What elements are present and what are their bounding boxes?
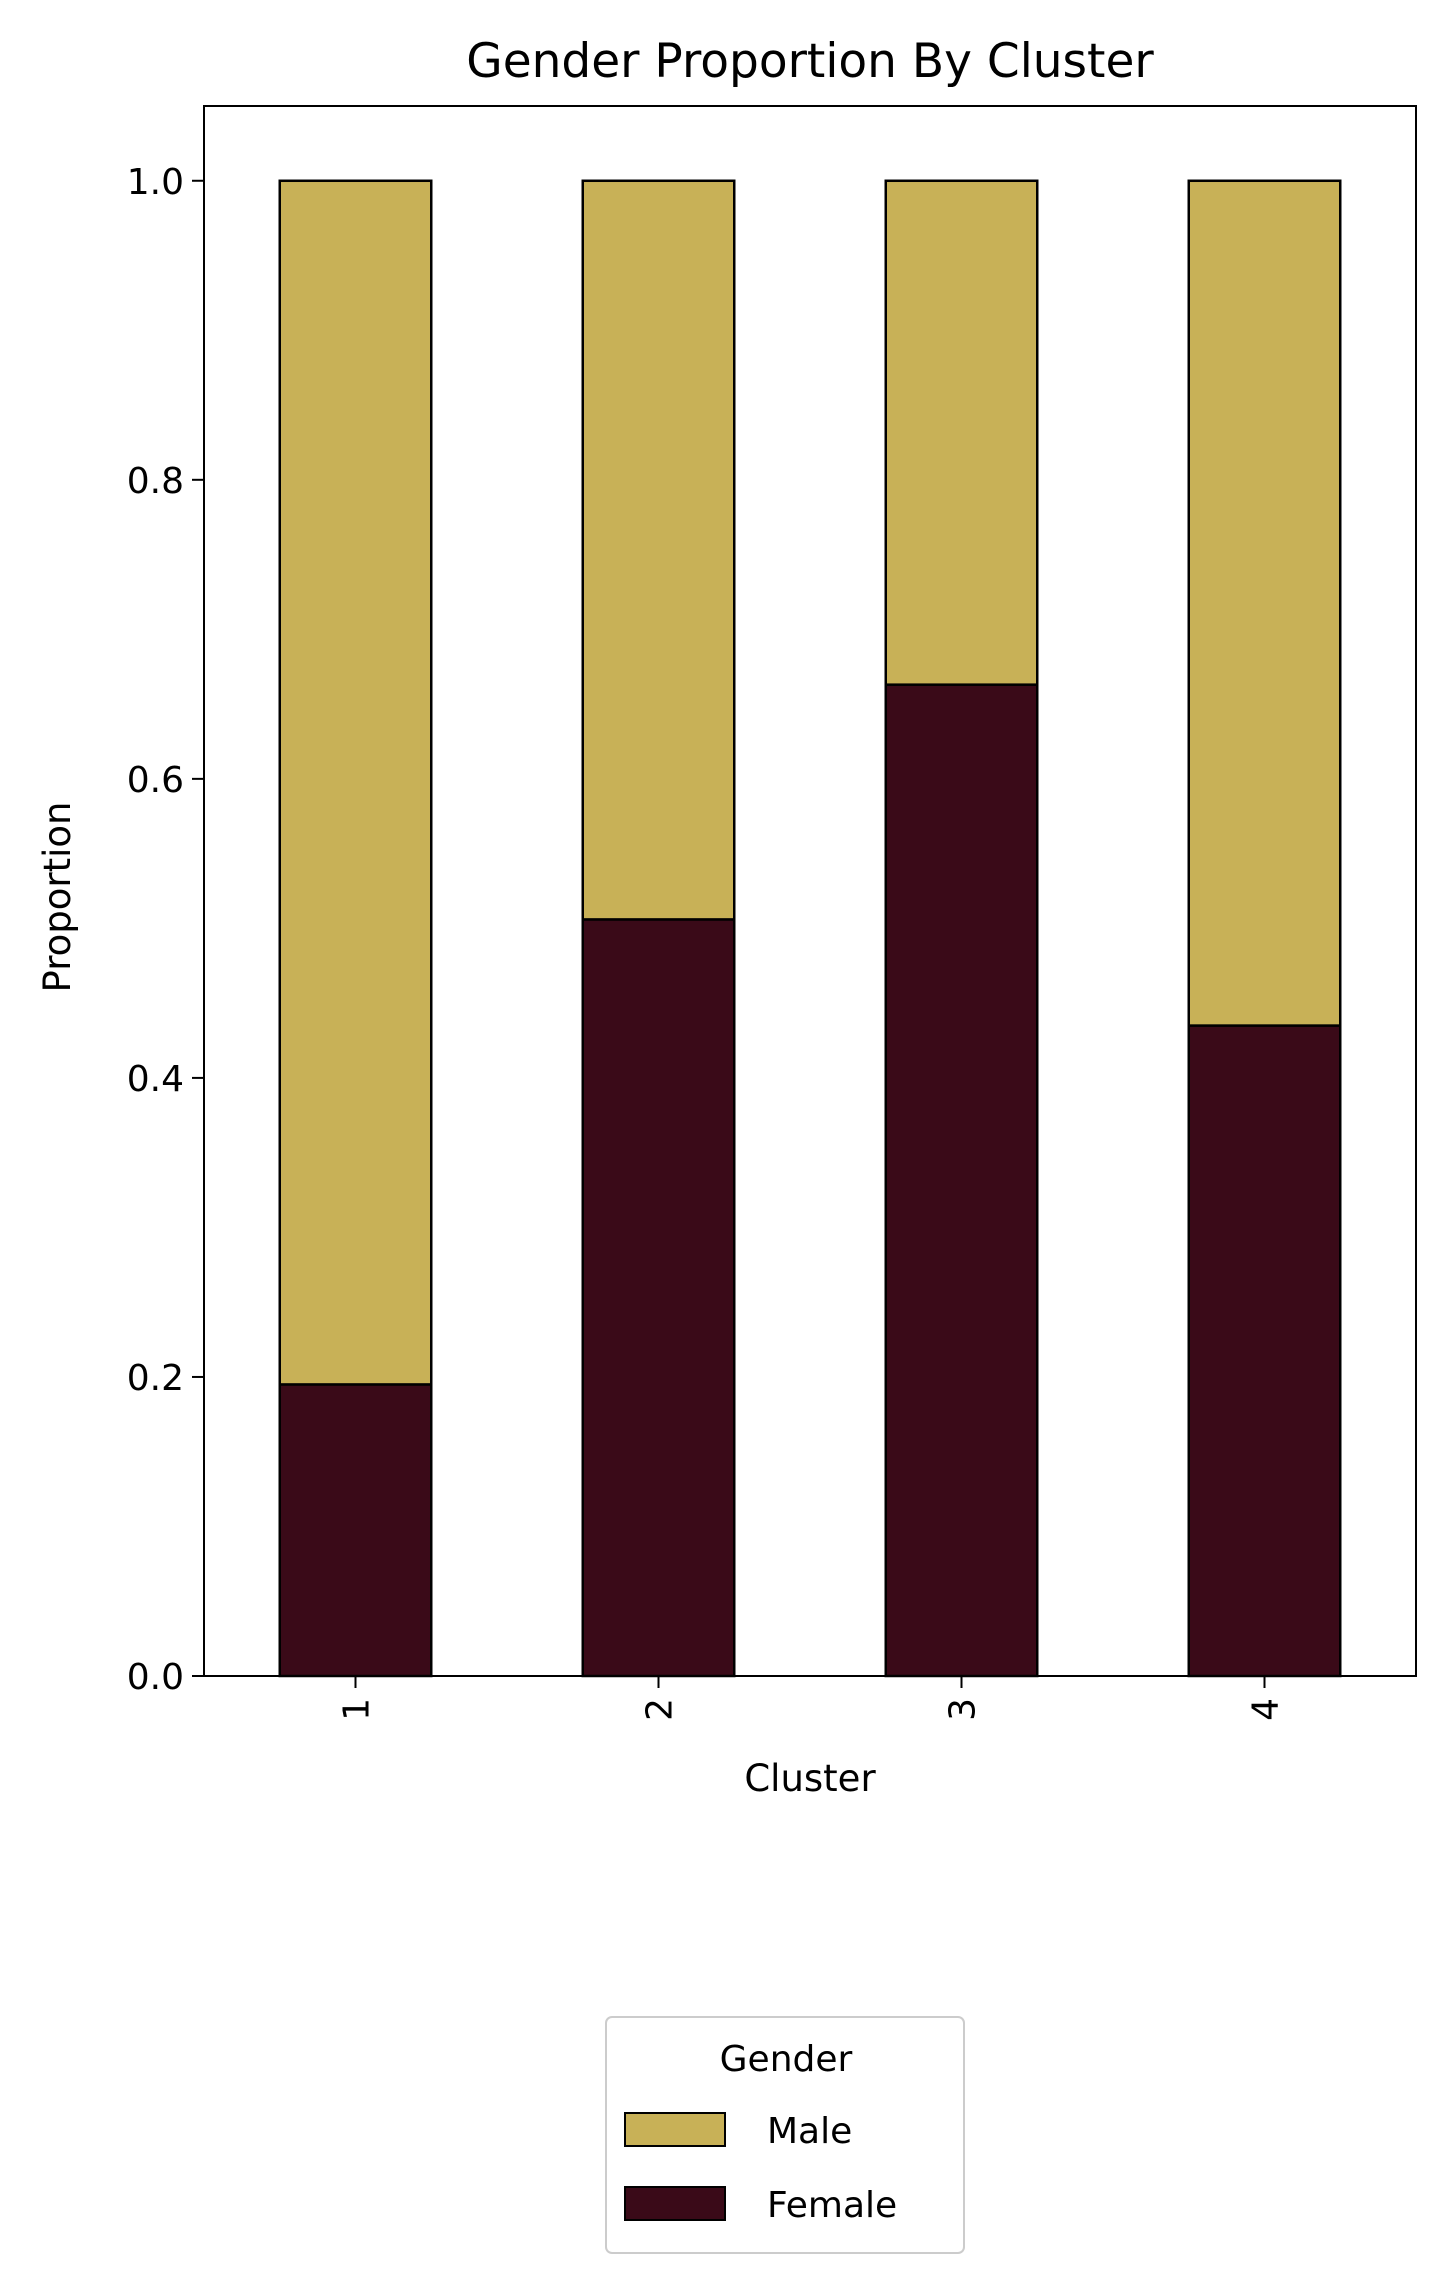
plot-area [278, 179, 1342, 1678]
y-axis: 0.0 0.2 0.4 0.6 0.8 1.0 [127, 162, 204, 1698]
x-tick-label: 4 [1246, 1698, 1287, 1721]
bar-male-cluster-4 [1187, 179, 1342, 1027]
x-tick-label: 3 [943, 1698, 984, 1721]
legend-label-male: Male [767, 2111, 852, 2152]
bar-female-cluster-3 [884, 683, 1039, 1678]
bar-male-cluster-3 [884, 179, 1039, 686]
y-tick-label: 0.4 [127, 1059, 184, 1100]
chart-title: Gender Proportion By Cluster [466, 34, 1154, 89]
y-tick-label: 1.0 [127, 162, 184, 203]
bar-female-cluster-4 [1187, 1024, 1342, 1678]
plot-frame [203, 105, 1417, 1677]
legend-title: Gender [720, 2039, 853, 2080]
legend-swatch-female [624, 2186, 726, 2221]
legend: Gender Male Female [605, 2016, 965, 2254]
bar-male-cluster-2 [581, 179, 736, 921]
bar-male-cluster-1 [278, 179, 433, 1386]
x-axis-label: Cluster [744, 1757, 876, 1800]
y-tick-label: 0.2 [127, 1358, 184, 1399]
bar-female-cluster-1 [278, 1383, 433, 1678]
x-tick-label: 2 [640, 1698, 681, 1721]
y-tick-label: 0.8 [127, 461, 184, 502]
legend-swatch-male [624, 2112, 726, 2147]
y-tick-label: 0.0 [127, 1657, 184, 1698]
y-tick-label: 0.6 [127, 760, 184, 801]
x-tick-label: 1 [337, 1698, 378, 1721]
x-axis: 1 2 3 4 [337, 1676, 1287, 1721]
bar-female-cluster-2 [581, 918, 736, 1678]
y-axis-label: Proportion [36, 802, 79, 993]
legend-label-female: Female [767, 2185, 897, 2226]
